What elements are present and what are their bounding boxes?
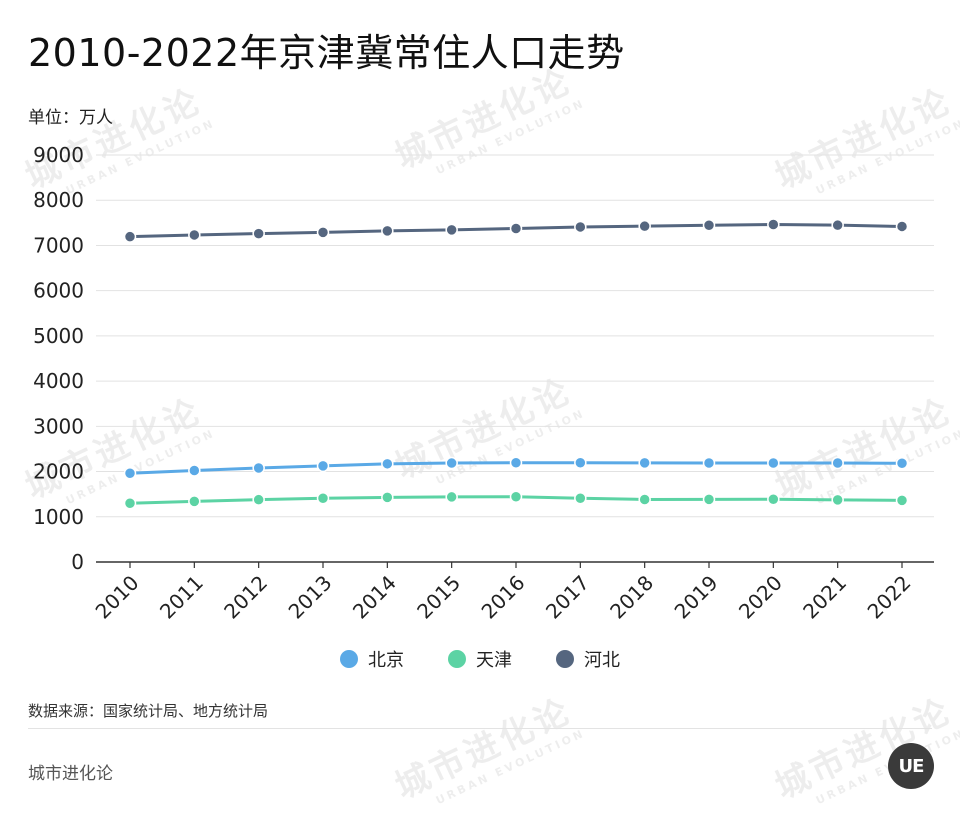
data-point bbox=[767, 456, 780, 470]
data-point bbox=[445, 490, 458, 504]
y-tick-label: 8000 bbox=[33, 188, 84, 212]
data-point bbox=[123, 467, 137, 480]
unit-label: 单位：万人 bbox=[28, 108, 113, 128]
data-point bbox=[895, 456, 909, 470]
data-point bbox=[381, 224, 394, 238]
x-tick-label: 2022 bbox=[863, 571, 916, 624]
legend-item-beijing[interactable]: 北京 bbox=[340, 646, 404, 672]
y-tick-label: 1000 bbox=[33, 505, 84, 529]
data-point bbox=[316, 226, 330, 239]
line-chart: 0 1000 2000 3000 4000 5000 6000 7000 8000 9000 201… bbox=[33, 143, 934, 624]
watermark: 城市进化论 URBAN EVOLUTION bbox=[389, 690, 588, 808]
data-point bbox=[767, 493, 780, 506]
y-tick-label: 0 bbox=[71, 550, 84, 574]
data-point bbox=[509, 222, 523, 235]
data-point bbox=[123, 497, 137, 510]
x-tick-label: 2019 bbox=[670, 571, 723, 624]
data-point bbox=[316, 491, 330, 505]
data-point bbox=[188, 228, 201, 242]
x-tick-label: 2015 bbox=[412, 571, 465, 624]
data-point bbox=[702, 456, 716, 470]
data-point bbox=[252, 493, 265, 506]
data-point bbox=[188, 495, 201, 508]
data-point bbox=[574, 491, 587, 505]
brand-logo: UE bbox=[888, 743, 934, 789]
chart-title: 2010-2022年京津冀常住人口走势 bbox=[28, 31, 625, 75]
x-tick-label: 2012 bbox=[219, 571, 272, 624]
data-point bbox=[509, 456, 523, 469]
legend-marker-beijing bbox=[340, 650, 358, 668]
legend-label: 天津 bbox=[476, 650, 512, 671]
source-note: 数据来源：国家统计局、地方统计局 bbox=[28, 702, 269, 720]
y-tick-label: 7000 bbox=[33, 233, 84, 257]
watermark: 城市进化论 URBAN EVOLUTION bbox=[769, 690, 960, 808]
data-point bbox=[767, 218, 780, 231]
data-point bbox=[638, 219, 651, 233]
data-point bbox=[381, 491, 394, 504]
data-point bbox=[895, 220, 909, 233]
brand-name: 城市进化论 bbox=[28, 764, 113, 784]
x-tick-label: 2013 bbox=[284, 571, 337, 624]
data-point bbox=[831, 493, 844, 507]
data-point bbox=[445, 223, 458, 237]
y-tick-label: 2000 bbox=[33, 460, 84, 484]
data-point bbox=[509, 490, 523, 503]
data-point bbox=[381, 457, 394, 471]
data-point bbox=[574, 220, 587, 234]
data-point bbox=[123, 230, 137, 243]
data-point bbox=[895, 494, 909, 507]
y-tick-label: 6000 bbox=[33, 279, 84, 303]
x-tick-label: 2016 bbox=[477, 571, 530, 624]
data-point bbox=[445, 456, 458, 470]
x-tick-label: 2018 bbox=[605, 571, 658, 624]
y-tick-label: 3000 bbox=[33, 414, 84, 438]
legend-item-hebei[interactable]: 河北 bbox=[556, 646, 620, 672]
data-point bbox=[638, 493, 651, 506]
divider bbox=[28, 728, 932, 729]
data-point bbox=[638, 456, 651, 470]
legend-label: 河北 bbox=[584, 650, 620, 671]
x-tick-label: 2011 bbox=[155, 571, 208, 624]
data-point bbox=[574, 456, 587, 470]
legend-label: 北京 bbox=[368, 650, 404, 671]
legend-marker-tianjin bbox=[448, 650, 466, 668]
legend-marker-hebei bbox=[556, 650, 574, 668]
data-point bbox=[702, 493, 716, 506]
legend: 北京 天津 河北 bbox=[0, 646, 960, 672]
y-tick-label: 4000 bbox=[33, 369, 84, 393]
legend-item-tianjin[interactable]: 天津 bbox=[448, 646, 512, 672]
data-point bbox=[252, 227, 265, 240]
x-tick-label: 2010 bbox=[91, 571, 144, 624]
data-point bbox=[831, 218, 844, 232]
data-point bbox=[188, 464, 201, 477]
y-tick-label: 5000 bbox=[33, 324, 84, 348]
data-point bbox=[831, 456, 844, 470]
x-tick-label: 2014 bbox=[348, 571, 401, 624]
y-tick-label: 9000 bbox=[33, 143, 84, 167]
data-point bbox=[702, 218, 716, 232]
x-tick-label: 2020 bbox=[734, 571, 787, 624]
x-tick-label: 2021 bbox=[798, 571, 851, 624]
x-tick-label: 2017 bbox=[541, 571, 594, 624]
data-point bbox=[252, 461, 265, 475]
data-point bbox=[316, 459, 330, 473]
